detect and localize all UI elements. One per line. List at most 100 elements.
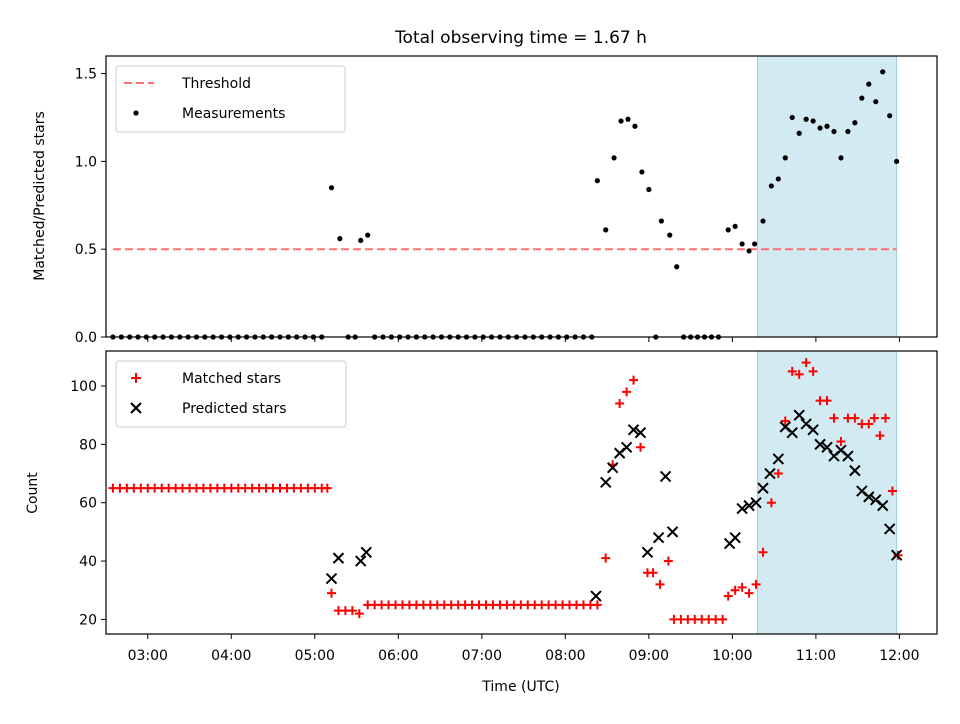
top-axes-frame [105, 55, 938, 338]
bottom-predicted-star-point [355, 555, 367, 567]
xtick-label: 10:00 [712, 648, 752, 664]
top-measurement-point [337, 236, 343, 242]
bottom-matched-star-point [751, 579, 761, 589]
bottom-matched-star-point [718, 614, 728, 624]
top-measurement-point [603, 227, 609, 233]
bottom-panel-counts: Count 20 40 60 80 100 03:00 04:00 05:00 06:00 07:… [25, 350, 938, 664]
bottom-matched-star-point [869, 413, 879, 423]
top-measurement-point [796, 130, 802, 136]
top-measurement-point [894, 158, 900, 164]
top-ytick-label: 0.0 [75, 330, 97, 346]
top-legend-box [115, 65, 346, 133]
bottom-predicted-star-point [736, 502, 748, 515]
top-measurement-point [873, 99, 879, 105]
bottom-matched-star-point [850, 413, 860, 423]
bottom-legend-box [115, 360, 347, 428]
xtick-label: 06:00 [378, 648, 418, 664]
top-measurement-point [674, 264, 680, 270]
bottom-matched-star-point [648, 568, 658, 578]
top-measurement-point [328, 185, 335, 191]
bottom-predicted-star-point [757, 482, 769, 494]
bottom-predicted-star-point [641, 546, 654, 559]
top-measurement-point [775, 176, 781, 182]
legend-predicted-swatch [130, 402, 142, 414]
bottom-matched-star-point [737, 582, 747, 592]
bottom-predicted-star-point [360, 546, 373, 559]
top-legend-label: Measurements [182, 106, 285, 122]
bottom-predicted-star-point [863, 491, 875, 503]
top-measurement-point [782, 155, 788, 161]
bottom-legend-label: Matched stars [182, 371, 281, 387]
bottom-predicted-star-point [821, 441, 833, 453]
top-ytick-label: 1.5 [75, 67, 97, 83]
top-measurement-point [639, 169, 645, 175]
bottom-predicted-star-point [620, 441, 633, 453]
x-axis-label: Time (UTC) [481, 679, 559, 695]
top-measurement-point [632, 123, 638, 129]
bottom-predicted-star-point [890, 549, 903, 561]
xtick-label: 07:00 [462, 648, 502, 664]
bottom-matched-star-point [780, 416, 790, 426]
bottom-observing-window-span [756, 350, 898, 635]
bottom-predicted-star-point [807, 424, 819, 436]
top-ytick-label: 0.5 [75, 242, 97, 258]
top-measurement-point [852, 120, 858, 126]
bottom-matched-star-point [794, 369, 804, 379]
bottom-matched-star-point [622, 387, 632, 397]
bottom-predicted-star-point [849, 464, 861, 477]
xtick-label: 03:00 [128, 648, 168, 664]
top-measurement-point [625, 116, 631, 122]
top-observing-window-span [756, 55, 898, 338]
bottom-axes-frame [105, 350, 938, 635]
bottom-predicted-star-point [627, 424, 640, 436]
bottom-matched-star-point [744, 588, 754, 598]
top-ylabel: Matched/Predicted stars [32, 111, 48, 281]
legend-measurements-swatch [133, 110, 139, 116]
bottom-ytick-label: 100 [70, 379, 97, 395]
bottom-ylabel: Count [25, 472, 41, 514]
top-measurement-point [817, 125, 823, 131]
bottom-matched-star-point [347, 606, 357, 616]
bottom-matched-star-point [629, 375, 639, 385]
bottom-predicted-star-point [883, 523, 896, 535]
bottom-matched-star-point [730, 585, 740, 595]
bottom-matched-star-point [592, 600, 602, 610]
bottom-predicted-star-point [750, 497, 762, 509]
bottom-matched-star-point [808, 366, 818, 376]
bottom-matched-star-point [801, 358, 811, 368]
bottom-ytick-label: 60 [79, 496, 97, 512]
bottom-predicted-star-point [786, 426, 798, 439]
bottom-matched-star-point [822, 396, 832, 406]
bottom-predicted-star-point [652, 532, 665, 544]
bottom-legend: Matched stars Predicted stars [115, 360, 347, 428]
top-panel-ratio: Matched/Predicted stars 0.0 0.5 1.0 1.5 Thre… [32, 55, 938, 346]
bottom-matched-star-point [887, 486, 897, 496]
xtick-label: 12:00 [879, 648, 919, 664]
bottom-predicted-star-point [606, 461, 619, 474]
xtick-label: 08:00 [545, 648, 585, 664]
xtick-label: 04:00 [211, 648, 251, 664]
bottom-matched-star-point [758, 547, 768, 557]
top-measurement-point [752, 241, 758, 247]
legend-matched-swatch [131, 373, 141, 383]
bottom-predicted-star-point [332, 552, 345, 564]
bottom-predicted-star-point [793, 409, 805, 421]
top-measurement-point [859, 95, 865, 101]
top-ytick-label: 1.0 [75, 154, 97, 170]
top-measurement-point [760, 218, 766, 224]
top-measurement-point [746, 248, 752, 254]
top-measurement-point [803, 116, 809, 122]
bottom-predicted-star-point [842, 450, 854, 462]
top-measurement-point [824, 123, 830, 129]
bottom-matched-star-point [636, 442, 646, 452]
top-measurement-point [611, 155, 617, 161]
top-measurement-point [845, 128, 851, 135]
bottom-predicted-star-point [764, 467, 776, 480]
bottom-predicted-star-point [590, 590, 602, 602]
bottom-matched-star-point [723, 591, 733, 601]
top-measurement-point [880, 69, 886, 75]
bottom-matched-star-point [880, 413, 890, 423]
top-measurement-point [887, 113, 893, 119]
bottom-predicted-star-point [729, 532, 741, 544]
